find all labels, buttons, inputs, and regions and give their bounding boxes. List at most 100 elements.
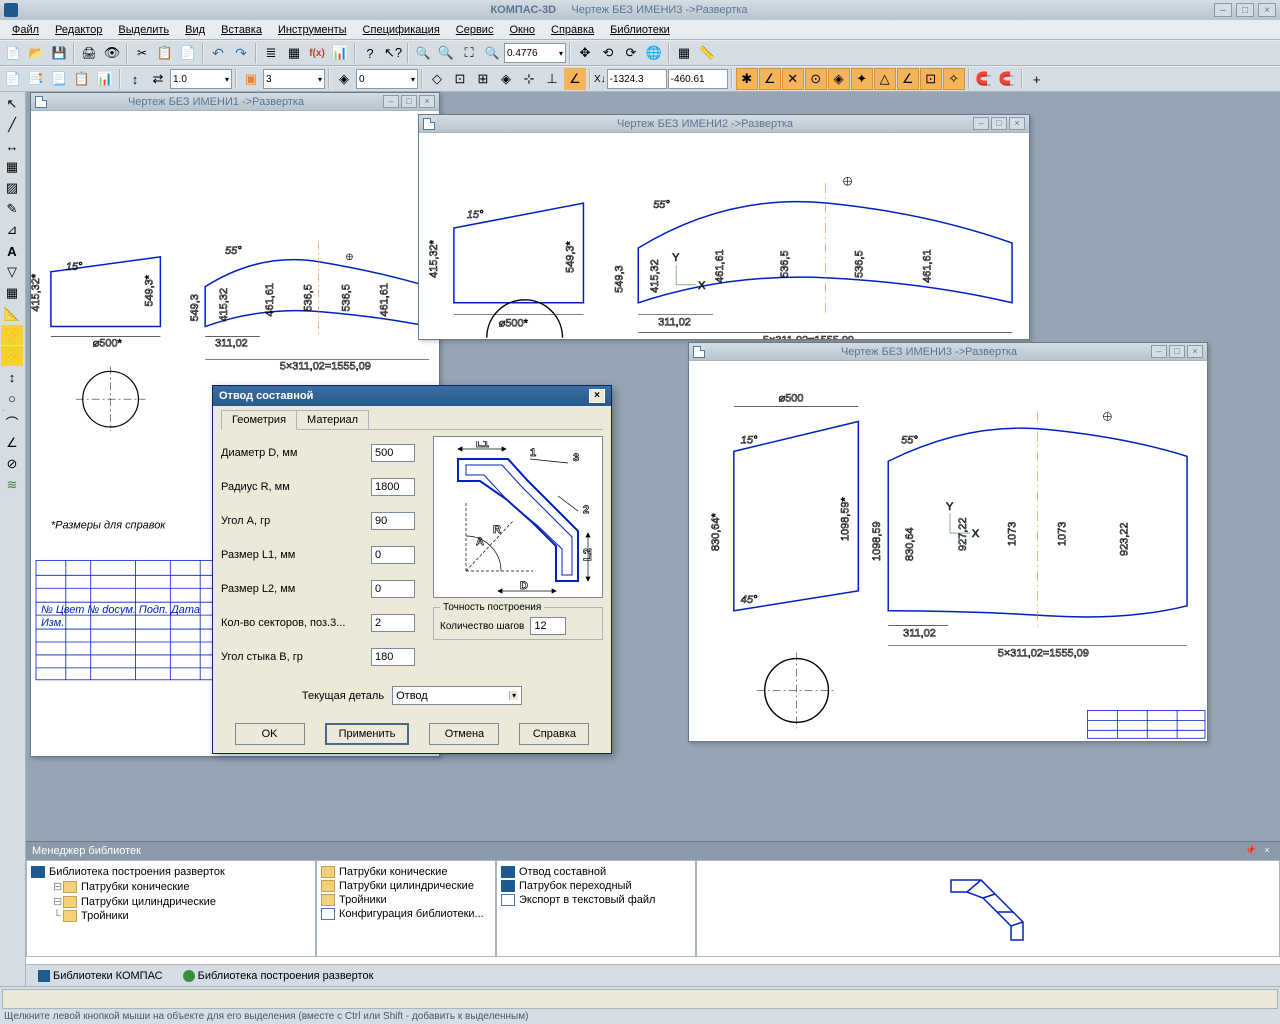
table-btn[interactable]: ▦: [673, 42, 695, 64]
mdi3-close-button[interactable]: ×: [1187, 345, 1203, 358]
help-button[interactable]: ?: [359, 42, 381, 64]
lib-tab-kompas[interactable]: Библиотеки КОМПАС: [30, 968, 171, 984]
layer-sel-button[interactable]: ▣: [240, 68, 262, 90]
mdi1-close-button[interactable]: ×: [419, 95, 435, 108]
whatsthis-button[interactable]: ↖?: [382, 42, 404, 64]
magnet-off-button[interactable]: 🧲: [996, 68, 1018, 90]
osnap6-button[interactable]: ✦: [851, 68, 873, 90]
menu-select[interactable]: Выделить: [110, 22, 177, 38]
snap3-button[interactable]: ⊞: [472, 68, 494, 90]
osnap7-button[interactable]: △: [874, 68, 896, 90]
pan-button[interactable]: ✥: [574, 42, 596, 64]
menu-libs[interactable]: Библиотеки: [602, 22, 678, 38]
mdi2-max-button[interactable]: □: [991, 117, 1007, 130]
lt-text-button[interactable]: A: [1, 241, 23, 261]
maximize-button[interactable]: □: [1236, 3, 1254, 17]
menu-spec[interactable]: Спецификация: [355, 22, 448, 38]
layer2-combo[interactable]: 0: [356, 69, 418, 89]
lib-item-cylindrical[interactable]: ⊟Патрубки цилиндрические: [31, 894, 311, 909]
rotate-button[interactable]: ⟲: [597, 42, 619, 64]
lt-edit-button[interactable]: ✎: [1, 199, 23, 219]
magnet-on-button[interactable]: 🧲: [973, 68, 995, 90]
snap2-button[interactable]: ⊡: [449, 68, 471, 90]
arrow-up-button[interactable]: ↕: [124, 68, 146, 90]
osnap10-button[interactable]: ✧: [943, 68, 965, 90]
snap1-button[interactable]: ◇: [426, 68, 448, 90]
ortho-button[interactable]: ⊥: [541, 68, 563, 90]
layer2-sel-button[interactable]: ◈: [333, 68, 355, 90]
lib-pin-button[interactable]: 📌: [1244, 845, 1258, 857]
sectors-input[interactable]: [371, 614, 415, 632]
lt-circle-button[interactable]: ○: [1, 388, 23, 408]
scale-combo[interactable]: 1.0: [170, 69, 232, 89]
help-button[interactable]: Справка: [519, 723, 589, 745]
angleB-input[interactable]: [371, 648, 415, 666]
doc4-button[interactable]: 📋: [71, 68, 93, 90]
coord-y-input[interactable]: [668, 69, 728, 89]
lib-i-export[interactable]: Экспорт в текстовый файл: [501, 893, 691, 907]
lib-f-config[interactable]: Конфигурация библиотеки...: [321, 907, 491, 921]
zoom-combo[interactable]: 0.4776: [504, 43, 566, 63]
save-button[interactable]: [48, 42, 70, 64]
lib-root-item[interactable]: Библиотека построения разверток: [31, 865, 311, 879]
osnap9-button[interactable]: ⊡: [920, 68, 942, 90]
l1-input[interactable]: [371, 546, 415, 564]
fx-button[interactable]: f(x): [306, 42, 328, 64]
grid-button[interactable]: ▦: [283, 42, 305, 64]
layers-button[interactable]: ≣: [260, 42, 282, 64]
lt-grid-button[interactable]: ▦: [1, 157, 23, 177]
lt-y1-button[interactable]: ⚡: [1, 325, 23, 345]
zoom-out-button[interactable]: 🔍: [435, 42, 457, 64]
angle-button[interactable]: ∠: [564, 68, 586, 90]
vars-button[interactable]: 📊: [329, 42, 351, 64]
doc1-button[interactable]: 📄: [2, 68, 24, 90]
osnap4-button[interactable]: ⊙: [805, 68, 827, 90]
lib-f-conical[interactable]: Патрубки конические: [321, 865, 491, 879]
menu-window[interactable]: Окно: [501, 22, 543, 38]
steps-input[interactable]: [530, 617, 566, 635]
paste-button[interactable]: 📄: [177, 42, 199, 64]
lt-angle-button[interactable]: ∠: [1, 433, 23, 453]
menu-tools[interactable]: Инструменты: [270, 22, 355, 38]
menu-help[interactable]: Справка: [543, 22, 602, 38]
cut-button[interactable]: [131, 42, 153, 64]
dialog-close-button[interactable]: ×: [589, 389, 605, 403]
lt-symbol-button[interactable]: ▽: [1, 262, 23, 282]
preview-button[interactable]: 👁: [101, 42, 123, 64]
doc2-button[interactable]: 📑: [25, 68, 47, 90]
menu-insert[interactable]: Вставка: [213, 22, 270, 38]
mdi1-min-button[interactable]: –: [383, 95, 399, 108]
osnap1-button[interactable]: ✱: [736, 68, 758, 90]
undo-button[interactable]: [207, 42, 229, 64]
copy-button[interactable]: 📋: [154, 42, 176, 64]
lt-param-button[interactable]: ⊿: [1, 220, 23, 240]
lt-table-button[interactable]: ▦: [1, 283, 23, 303]
lib-tab-unfold[interactable]: Библиотека построения разверток: [175, 968, 382, 984]
diameter-input[interactable]: [371, 444, 415, 462]
zoom-window-button[interactable]: [481, 42, 503, 64]
detail-combo[interactable]: Отвод: [392, 686, 522, 705]
doc3-button[interactable]: 📃: [48, 68, 70, 90]
mdi3-max-button[interactable]: □: [1169, 345, 1185, 358]
tab-geometry[interactable]: Геометрия: [221, 410, 297, 430]
osnap8-button[interactable]: ∠: [897, 68, 919, 90]
lib-f-tees[interactable]: Тройники: [321, 893, 491, 907]
lt-radius-button[interactable]: ⊘: [1, 454, 23, 474]
mdi3-min-button[interactable]: –: [1151, 345, 1167, 358]
osnap2-button[interactable]: ∠: [759, 68, 781, 90]
menu-view[interactable]: Вид: [177, 22, 213, 38]
lt-extra-button[interactable]: ≋: [1, 475, 23, 495]
lt-arc-button[interactable]: ⌒: [1, 412, 23, 432]
mdi2-close-button[interactable]: ×: [1009, 117, 1025, 130]
minimize-button[interactable]: –: [1214, 3, 1232, 17]
osnap3-button[interactable]: ✕: [782, 68, 804, 90]
cancel-button[interactable]: Отмена: [429, 723, 499, 745]
mdi1-max-button[interactable]: □: [401, 95, 417, 108]
osnap5-button[interactable]: ◈: [828, 68, 850, 90]
layer-combo[interactable]: 3: [263, 69, 325, 89]
lt-dim2-button[interactable]: ↕: [1, 367, 23, 387]
lt-y2-button[interactable]: ⚡: [1, 346, 23, 366]
lt-select-button[interactable]: ↖: [1, 94, 23, 114]
orbit-button[interactable]: 🌐: [643, 42, 665, 64]
new-button[interactable]: [2, 42, 24, 64]
